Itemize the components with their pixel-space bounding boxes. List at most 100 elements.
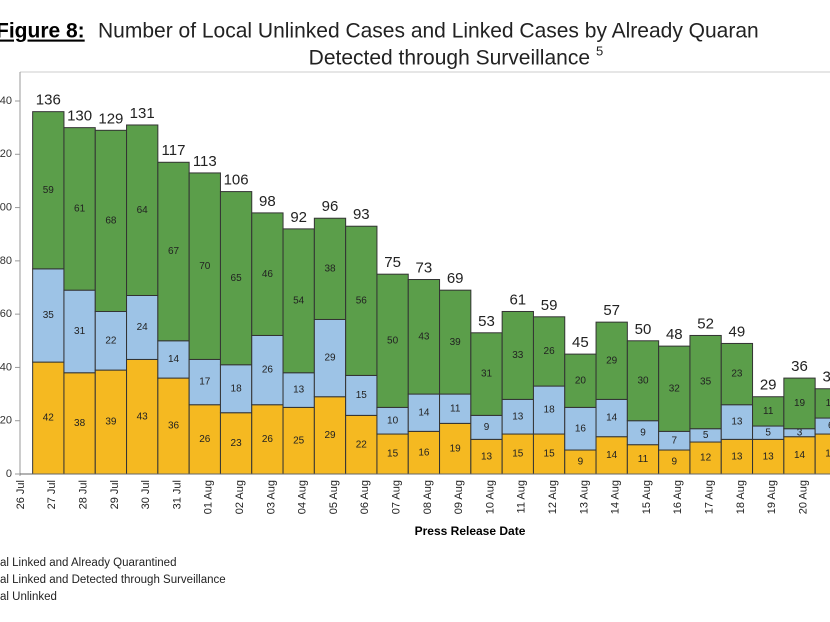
x-tick-label: 10 Aug	[484, 480, 496, 514]
bar-segment	[439, 289, 472, 395]
bar-segment	[313, 396, 347, 475]
bar-segment	[595, 321, 628, 400]
x-tick-label: 18 Aug	[735, 480, 747, 514]
value-label: 16	[418, 447, 430, 458]
y-tick-label: 0	[6, 468, 12, 480]
bar-segment	[595, 436, 628, 475]
legend-label: al Linked and Already Quarantined	[0, 557, 176, 569]
value-label: 14	[168, 354, 180, 365]
total-label: 73	[416, 259, 433, 276]
bar-segment	[720, 342, 754, 406]
bar-segment	[501, 433, 534, 475]
value-label: 31	[481, 369, 493, 380]
y-tick-label: 120	[0, 148, 12, 160]
bar-segment	[188, 172, 221, 360]
value-label: 9	[640, 427, 646, 438]
bar-segment	[470, 332, 503, 416]
value-label: 43	[418, 331, 430, 342]
total-label: 96	[322, 198, 339, 215]
value-label: 15	[512, 449, 524, 460]
bar-segment	[157, 377, 190, 475]
x-tick-label: 26 Jul	[15, 480, 27, 509]
bar-segment	[626, 444, 660, 475]
value-label: 20	[575, 375, 587, 386]
total-label: 106	[224, 172, 249, 189]
x-tick-label: 12 Aug	[547, 480, 559, 514]
bar-segment	[501, 398, 534, 435]
x-tick-label: 31 Jul	[171, 480, 183, 509]
x-tick-label: 16 Aug	[672, 480, 684, 514]
value-label: 9	[672, 457, 678, 468]
total-label: 61	[509, 291, 526, 308]
y-tick-label: 60	[0, 308, 12, 320]
bar-segment	[564, 353, 597, 408]
value-label: 7	[672, 435, 678, 446]
value-label: 15	[387, 449, 399, 460]
bar-segment	[501, 310, 534, 400]
bar-segment	[439, 393, 472, 424]
value-label: 36	[168, 421, 180, 432]
value-label: 23	[731, 369, 743, 380]
value-label: 54	[293, 295, 305, 306]
bar-segment	[63, 372, 96, 475]
value-label: 24	[137, 322, 149, 333]
value-label: 31	[74, 326, 86, 337]
value-label: 3	[797, 427, 803, 438]
total-label: 98	[259, 193, 276, 210]
value-label: 15	[356, 390, 368, 401]
y-tick-label: 20	[0, 415, 12, 427]
total-label: 93	[353, 206, 370, 223]
x-tick-label: 08 Aug	[422, 480, 434, 514]
value-label: 26	[262, 434, 274, 445]
value-label: 18	[544, 405, 556, 416]
x-tick-label: 17 Aug	[704, 480, 716, 514]
total-label: 32	[822, 369, 830, 386]
value-label: 26	[544, 346, 556, 357]
value-label: 13	[731, 451, 743, 462]
x-tick-label: 19 Aug	[766, 480, 778, 514]
value-label: 11	[450, 403, 461, 414]
bar-segment	[313, 318, 347, 398]
value-label: 5	[703, 430, 709, 441]
bar-segment	[157, 161, 190, 342]
x-tick-label: 27 Jul	[46, 480, 58, 509]
value-label: 30	[637, 375, 649, 386]
value-label: 42	[43, 413, 55, 424]
bar-segment	[564, 406, 597, 451]
total-label: 117	[162, 142, 186, 159]
value-label: 70	[199, 261, 211, 272]
value-label: 67	[168, 246, 180, 257]
bar-segment	[63, 289, 96, 374]
chart-subtitle: Detected through Surveillance	[309, 47, 590, 70]
total-label: 45	[572, 334, 589, 351]
bar-segment	[94, 129, 128, 312]
value-label: 10	[387, 415, 399, 426]
value-label: 12	[700, 453, 712, 464]
bar-segment	[32, 111, 65, 270]
value-label: 15	[825, 449, 830, 460]
bar-segment	[219, 191, 253, 366]
x-tick-label: 20 Aug	[797, 480, 809, 514]
chart-title: Number of Local Unlinked Cases and Linke…	[98, 20, 759, 43]
total-label: 36	[791, 358, 808, 375]
value-label: 19	[794, 398, 806, 409]
x-tick-label: 09 Aug	[453, 480, 465, 514]
value-label: 16	[575, 423, 587, 434]
value-label: 13	[512, 411, 524, 422]
total-label: 29	[760, 377, 777, 394]
value-label: 11	[763, 406, 774, 417]
total-label: 49	[729, 323, 746, 340]
total-label: 92	[290, 209, 307, 226]
value-label: 56	[356, 295, 368, 306]
value-label: 23	[231, 438, 243, 449]
x-tick-label: 15 Aug	[641, 480, 653, 514]
bar-segment	[689, 334, 722, 430]
total-label: 52	[697, 315, 714, 332]
value-label: 5	[765, 427, 771, 438]
bar-segment	[32, 268, 65, 363]
x-tick-label: 07 Aug	[391, 480, 403, 514]
bar-segment	[345, 225, 378, 376]
bar-segment	[783, 436, 816, 475]
value-label: 32	[669, 383, 681, 394]
value-label: 29	[324, 353, 336, 364]
